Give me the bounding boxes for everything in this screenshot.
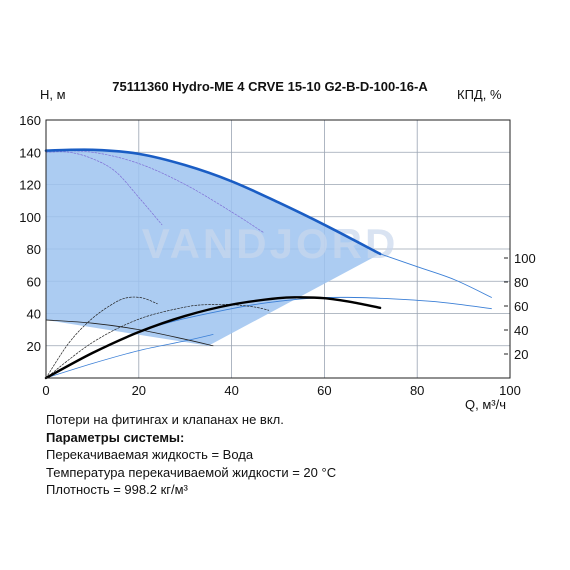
plot-frame: [45, 119, 511, 379]
notes-liquid: Перекачиваемая жидкость = Вода: [46, 447, 254, 462]
x-tick-label: 80: [410, 383, 424, 398]
series-head-reduced-2: [45, 151, 163, 226]
y-tick-label-left: 20: [27, 339, 41, 354]
y-tick-label-left: 120: [19, 178, 41, 193]
watermark: VANDJORD: [142, 220, 399, 267]
notes-losses: Потери на фитингах и клапанах не вкл.: [46, 412, 284, 427]
y-tick-label-left: 160: [19, 113, 41, 128]
y-axis-label-left: H, м: [40, 87, 66, 102]
plot-border: [45, 119, 511, 379]
system-notes: Потери на фитингах и клапанах не вкл. Па…: [46, 411, 336, 499]
x-tick-label: 100: [499, 383, 521, 398]
notes-params-heading: Параметры системы:: [46, 429, 185, 445]
x-tick-label: 60: [317, 383, 331, 398]
y-tick-label-left: 60: [27, 274, 41, 289]
tick-labels: 0 20 40 60 80 100 20 40 60 80 100 120 140 160 20 40 60 80…: [19, 113, 535, 398]
series-efficiency-reduced-1: [45, 303, 270, 379]
y-tick-label-right: 20: [514, 347, 528, 362]
chart-title: 75111360 Hydro-ME 4 CRVE 15-10 G2-B-D-10…: [112, 79, 428, 94]
series-head-extended: [379, 253, 492, 298]
series-head-reduced-1: [45, 150, 265, 234]
x-tick-label: 0: [42, 383, 49, 398]
series-efficiency-max-speed: [44, 296, 382, 380]
y-tick-label-left: 80: [27, 242, 41, 257]
y-tick-label-right: 60: [514, 299, 528, 314]
y-tick-label-left: 140: [19, 145, 41, 160]
y-tick-label-right: 40: [514, 323, 528, 338]
series-head-reduced-3: [45, 319, 214, 347]
y-axis-label-right: КПД, %: [457, 87, 502, 102]
x-tick-label: 20: [132, 383, 146, 398]
y-tick-label-left: 40: [27, 307, 41, 322]
series-efficiency-reduced-2: [45, 296, 158, 379]
series-efficiency-low: [45, 334, 214, 379]
y-tick-label-right: 80: [514, 275, 528, 290]
chart-curves: [44, 148, 492, 380]
y-tick-label-left: 100: [19, 210, 41, 225]
notes-temperature: Температура перекачиваемой жидкости = 20…: [46, 464, 337, 480]
x-axis-label: Q, м³/ч: [465, 397, 506, 412]
x-tick-label: 40: [224, 383, 238, 398]
series-head-max-speed: [44, 148, 382, 256]
y-tick-label-right: 100: [514, 251, 536, 266]
notes-density: Плотность = 998.2 кг/м³: [46, 482, 188, 497]
